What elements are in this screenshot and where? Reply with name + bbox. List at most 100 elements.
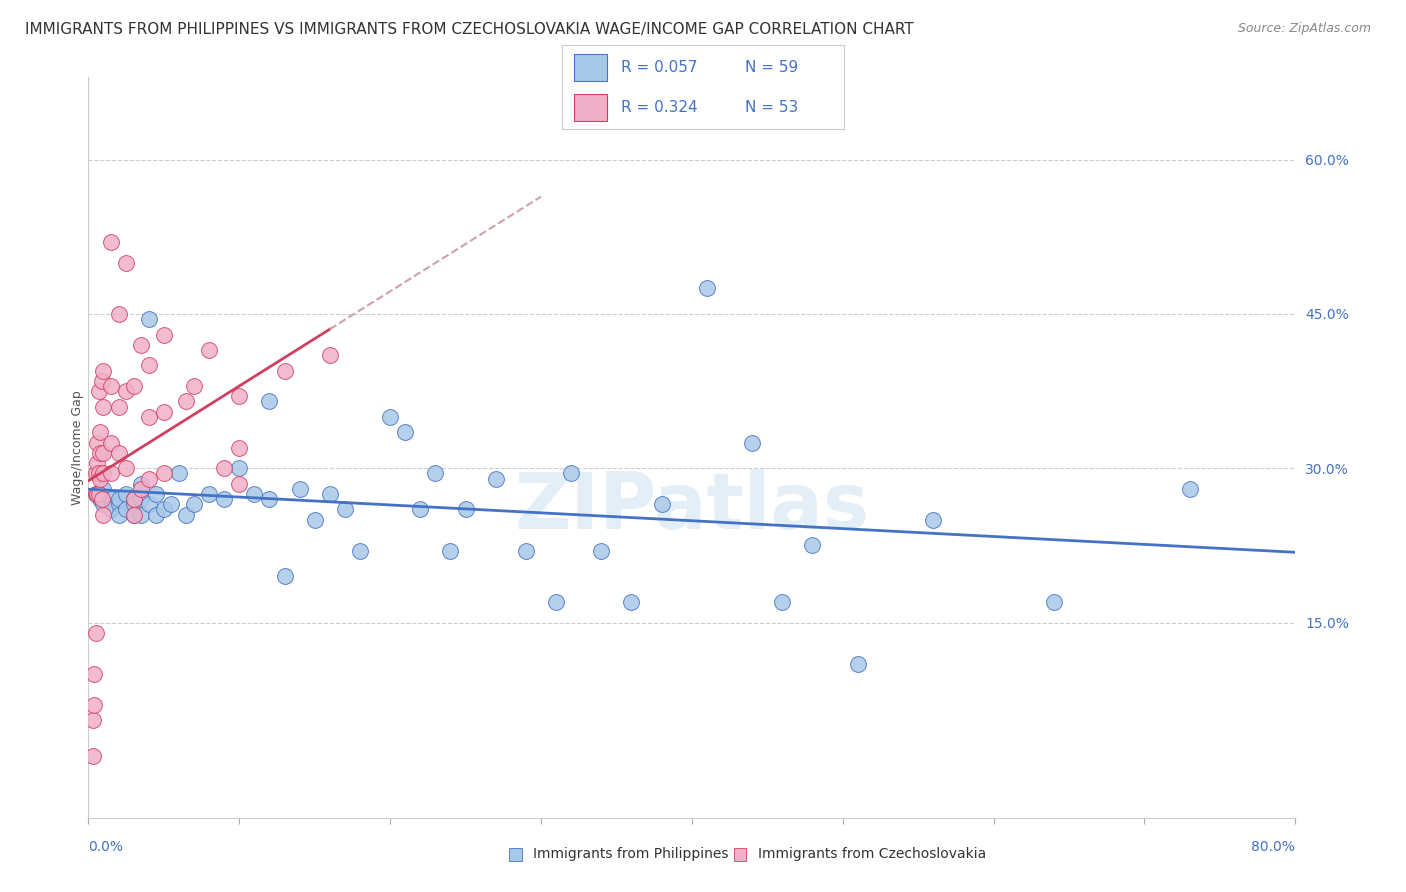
Text: ZIPatlas: ZIPatlas: [515, 469, 869, 545]
Point: [591, 543, 613, 558]
Point: [87, 384, 110, 398]
Y-axis label: Wage/Income Gap: Wage/Income Gap: [72, 391, 84, 505]
Point: [122, 379, 145, 393]
Point: [560, 467, 582, 481]
Point: [115, 502, 138, 516]
Point: [273, 363, 295, 377]
Point: [91, 374, 114, 388]
Point: [86, 487, 108, 501]
Text: 80.0%: 80.0%: [1251, 840, 1295, 855]
Point: [228, 461, 250, 475]
Bar: [574, 94, 607, 120]
Point: [115, 255, 138, 269]
Point: [259, 492, 281, 507]
Point: [84, 467, 107, 481]
Point: [91, 492, 114, 507]
Point: [228, 476, 250, 491]
Point: [651, 497, 673, 511]
Point: [93, 446, 115, 460]
Point: [138, 409, 160, 424]
Point: [89, 471, 111, 485]
Point: [89, 446, 111, 460]
Point: [801, 538, 824, 552]
Point: [122, 492, 145, 507]
Point: [394, 425, 416, 440]
Point: [115, 384, 138, 398]
Point: [1043, 595, 1066, 609]
Point: [93, 508, 115, 522]
Point: [183, 497, 205, 511]
Point: [620, 595, 643, 609]
Point: [86, 435, 108, 450]
Point: [515, 543, 537, 558]
Point: [228, 389, 250, 403]
Point: [485, 471, 508, 485]
Point: [439, 543, 461, 558]
Point: [770, 595, 793, 609]
Point: [87, 487, 110, 501]
Point: [84, 487, 107, 501]
Point: [319, 487, 342, 501]
Point: [228, 441, 250, 455]
Point: [107, 492, 129, 507]
Point: [145, 487, 167, 501]
Point: [243, 487, 266, 501]
Point: [100, 467, 122, 481]
Point: [82, 713, 104, 727]
Point: [212, 461, 235, 475]
Text: IMMIGRANTS FROM PHILIPPINES VS IMMIGRANTS FROM CZECHOSLOVAKIA WAGE/INCOME GAP CO: IMMIGRANTS FROM PHILIPPINES VS IMMIGRANT…: [25, 22, 914, 37]
Point: [167, 467, 190, 481]
Text: N = 59: N = 59: [745, 60, 799, 75]
Point: [89, 425, 111, 440]
Point: [696, 281, 718, 295]
Text: Immigrants from Czechoslovakia: Immigrants from Czechoslovakia: [758, 847, 986, 861]
Point: [138, 359, 160, 373]
Point: [273, 569, 295, 583]
Text: R = 0.324: R = 0.324: [621, 100, 697, 115]
Point: [89, 492, 111, 507]
Point: [1178, 482, 1201, 496]
Point: [198, 343, 221, 357]
Point: [100, 379, 122, 393]
Point: [153, 327, 176, 342]
Point: [741, 435, 763, 450]
Point: [129, 482, 152, 496]
Point: [409, 502, 432, 516]
Point: [176, 508, 198, 522]
Point: [288, 482, 311, 496]
Point: [115, 461, 138, 475]
Point: [544, 595, 567, 609]
Point: [129, 476, 152, 491]
Point: [93, 467, 115, 481]
Point: [82, 749, 104, 764]
Point: [138, 471, 160, 485]
Text: Immigrants from Philippines: Immigrants from Philippines: [533, 847, 728, 861]
Point: [153, 467, 176, 481]
Point: [93, 497, 115, 511]
Point: [138, 497, 160, 511]
Point: [122, 497, 145, 511]
Point: [100, 502, 122, 516]
Point: [100, 235, 122, 249]
Point: [93, 482, 115, 496]
Point: [138, 312, 160, 326]
Text: N = 53: N = 53: [745, 100, 799, 115]
Point: [129, 492, 152, 507]
Point: [93, 400, 115, 414]
Point: [846, 657, 869, 671]
Point: [107, 497, 129, 511]
Point: [107, 307, 129, 321]
Point: [145, 508, 167, 522]
Point: [304, 513, 326, 527]
Point: [122, 492, 145, 507]
Point: [115, 487, 138, 501]
Point: [922, 513, 945, 527]
Point: [122, 508, 145, 522]
Point: [259, 394, 281, 409]
Point: [129, 338, 152, 352]
Point: [83, 667, 105, 681]
Point: [86, 456, 108, 470]
Point: [176, 394, 198, 409]
Bar: [574, 54, 607, 81]
Point: [153, 502, 176, 516]
